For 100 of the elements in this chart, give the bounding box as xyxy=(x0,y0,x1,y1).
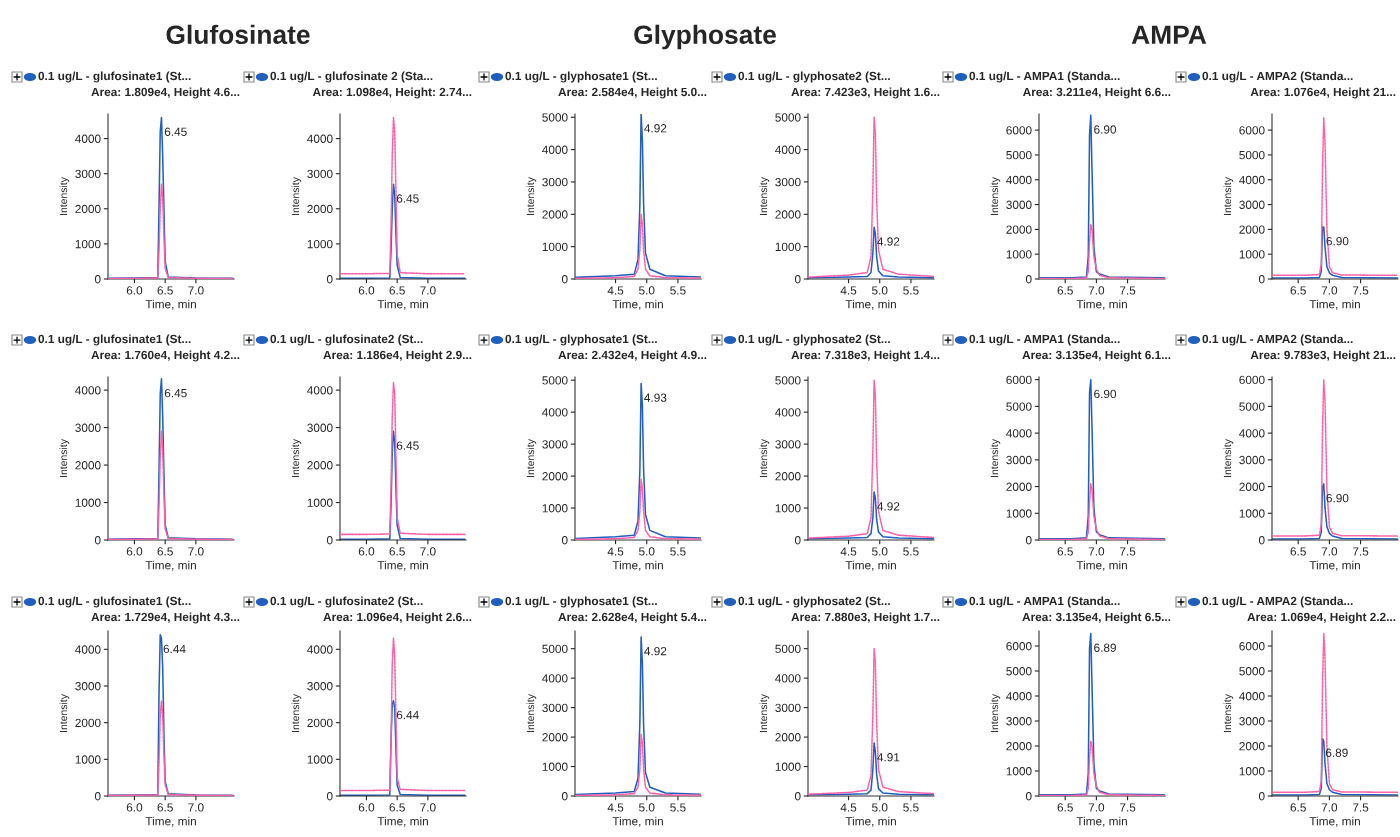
line-series xyxy=(1272,632,1398,794)
annotation: 6.89 xyxy=(1094,643,1116,652)
chart-title: 0.1 ug/L - glufosinate1 (St... xyxy=(38,596,191,608)
y-tick-label: 1000 xyxy=(75,239,101,249)
y-axis-title: Intensity xyxy=(59,439,70,477)
x-tick-label: 7.0 xyxy=(420,286,436,295)
y-axis-title: Intensity xyxy=(759,694,770,732)
y-tick-label: 5000 xyxy=(1006,150,1032,160)
y-tick-label: 0 xyxy=(1258,275,1265,284)
x-tick-label: 4.5 xyxy=(840,286,857,295)
x-tick-label: 6.0 xyxy=(358,286,375,295)
x-axis-title: Time, min xyxy=(145,299,196,310)
y-tick-label: 1000 xyxy=(307,498,333,507)
y-tick-label: 3000 xyxy=(75,682,101,691)
y-tick-label: 2000 xyxy=(1006,482,1032,491)
line-series xyxy=(1039,632,1165,796)
y-tick-label: 3000 xyxy=(775,703,801,712)
y-tick-label: 4000 xyxy=(75,134,101,143)
y-tick-label: 4000 xyxy=(307,645,333,654)
y-tick-label: 0 xyxy=(94,275,101,284)
x-axis-title: Time, min xyxy=(1309,299,1360,310)
x-axis-title: Time, min xyxy=(1076,299,1127,310)
y-tick-label: 2000 xyxy=(75,461,101,470)
x-tick-label: 6.5 xyxy=(157,286,173,295)
annotation: 6.45 xyxy=(396,194,419,203)
text: Glufosinate xyxy=(166,24,310,45)
y-tick-label: 0 xyxy=(94,536,101,545)
text: AMPA xyxy=(1131,25,1207,44)
y-tick-label: 0 xyxy=(326,792,333,801)
x-tick-label: 5.0 xyxy=(872,803,888,812)
y-axis-title: Intensity xyxy=(526,439,537,477)
x-tick-label: 7.0 xyxy=(420,803,436,812)
y-axis-title: Intensity xyxy=(1223,177,1234,215)
y-tick-label: 3000 xyxy=(1239,717,1265,726)
y-tick-label: 2000 xyxy=(542,733,568,742)
y-axis-title: Intensity xyxy=(759,177,770,215)
y-tick-label: 6000 xyxy=(1006,642,1032,651)
y-axis-title: Intensity xyxy=(1223,694,1234,732)
y-tick-label: 0 xyxy=(1258,536,1265,545)
line-series xyxy=(340,381,466,536)
y-tick-label: 1000 xyxy=(1006,509,1032,518)
y-tick-label: 1000 xyxy=(75,498,101,507)
y-axis-title: Intensity xyxy=(59,177,70,215)
y-tick-label: 2000 xyxy=(75,718,101,728)
x-axis-title: Time, min xyxy=(845,299,896,310)
x-tick-label: 5.0 xyxy=(639,803,655,812)
x-tick-label: 4.5 xyxy=(607,803,624,812)
chart-subtitle: Area: 1.076e4, Height 21... xyxy=(1250,87,1396,99)
x-tick-label: 6.5 xyxy=(1057,803,1073,812)
chart-subtitle: Area: 3.135e4, Height 6.1... xyxy=(1022,350,1171,362)
y-tick-label: 5000 xyxy=(775,113,801,122)
y-tick-label: 3000 xyxy=(1239,200,1265,209)
y-axis-title: Intensity xyxy=(990,177,1001,215)
annotation: 4.92 xyxy=(644,124,667,133)
y-tick-label: 6000 xyxy=(1006,126,1032,135)
y-tick-label: 0 xyxy=(326,536,333,545)
annotation: 6.44 xyxy=(396,710,419,720)
y-tick-label: 0 xyxy=(794,536,801,545)
x-tick-label: 7.5 xyxy=(1352,803,1369,812)
y-axis-title: Intensity xyxy=(526,694,537,732)
chart-subtitle: Area: 7.318e3, Height 1.4... xyxy=(791,350,940,362)
y-tick-label: 4000 xyxy=(307,386,333,395)
y-tick-label: 4000 xyxy=(307,134,333,143)
x-axis-title: Time, min xyxy=(1309,560,1360,571)
y-tick-label: 5000 xyxy=(542,644,568,654)
y-axis-title: Intensity xyxy=(990,439,1001,477)
line-series xyxy=(575,114,701,279)
annotation: 6.44 xyxy=(163,644,186,654)
x-axis-title: Time, min xyxy=(612,560,663,571)
y-tick-label: 0 xyxy=(561,792,568,801)
y-tick-label: 1000 xyxy=(307,239,333,249)
y-tick-label: 2000 xyxy=(307,461,333,470)
annotation: 4.92 xyxy=(644,646,667,656)
y-tick-label: 0 xyxy=(1025,536,1032,545)
x-tick-label: 7.5 xyxy=(1119,803,1136,812)
chart-title: 0.1 ug/L - AMPA1 (Standa... xyxy=(969,334,1120,346)
chart-title: 0.1 ug/L - glufosinate2 (St... xyxy=(270,596,423,608)
chart-title: 0.1 ug/L - glyphosate1 (St... xyxy=(505,596,657,608)
y-tick-label: 3000 xyxy=(75,423,101,432)
x-tick-label: 7.0 xyxy=(420,547,436,556)
x-tick-label: 7.5 xyxy=(1352,547,1369,556)
y-tick-label: 3000 xyxy=(307,169,333,179)
y-tick-label: 0 xyxy=(1025,275,1032,284)
y-tick-label: 2000 xyxy=(775,210,801,219)
chart-subtitle: Area: 1.098e4, Height: 2.74... xyxy=(312,87,472,99)
chart-subtitle: Area: 9.783e3, Height 21... xyxy=(1250,350,1396,362)
x-tick-label: 5.0 xyxy=(872,547,888,556)
line-series xyxy=(1039,378,1165,540)
y-axis-title: Intensity xyxy=(291,694,302,732)
x-tick-label: 7.0 xyxy=(188,547,204,556)
y-tick-label: 4000 xyxy=(542,674,568,683)
y-tick-label: 4000 xyxy=(1239,692,1265,701)
y-tick-label: 5000 xyxy=(775,376,801,385)
y-tick-label: 4000 xyxy=(1006,175,1032,185)
x-tick-label: 7.0 xyxy=(188,286,204,295)
x-tick-label: 4.5 xyxy=(840,547,857,556)
y-tick-label: 5000 xyxy=(1006,402,1032,411)
y-tick-label: 6000 xyxy=(1239,126,1265,135)
x-tick-label: 7.0 xyxy=(1321,803,1338,812)
x-tick-label: 7.0 xyxy=(188,803,204,812)
